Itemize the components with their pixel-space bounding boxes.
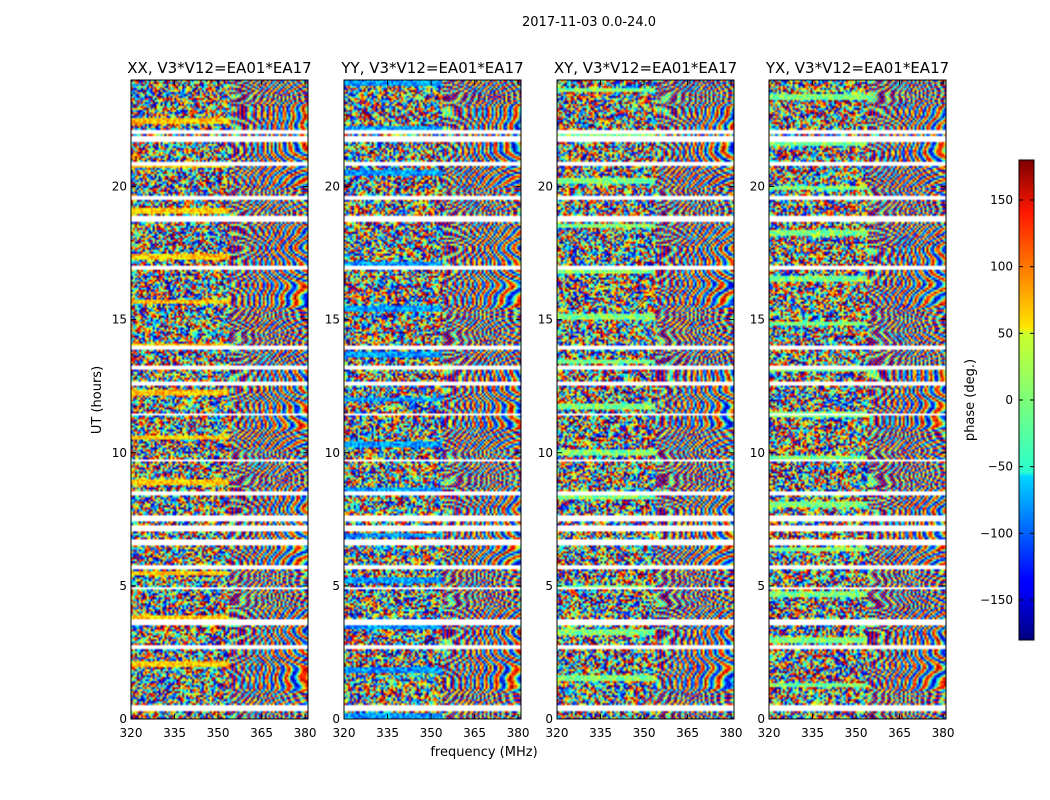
x-tick-label: 365 — [250, 726, 273, 740]
x-tick-label: 335 — [376, 726, 399, 740]
x-tick-label: 350 — [420, 726, 443, 740]
y-tick-label: 15 — [538, 313, 553, 327]
y-tick-label: 5 — [757, 579, 765, 593]
y-tick-label: 10 — [750, 446, 765, 460]
colorbar: −150 −100 −50 0 50 100 150 — [980, 159, 1035, 641]
heatmap-image — [557, 80, 734, 719]
heatmap-image — [769, 80, 946, 719]
colorbar-tick-label: 100 — [990, 260, 1013, 274]
y-tick-label: 20 — [750, 180, 765, 194]
colorbar-tick-label: 150 — [990, 193, 1013, 207]
y-tick-label: 5 — [119, 579, 127, 593]
figure-title: 2017-11-03 0.0-24.0 — [522, 15, 656, 30]
x-tick-label: 380 — [720, 726, 743, 740]
panel-title: XX, V3*V12=EA01*EA17 — [127, 59, 311, 77]
colorbar-tick-label: −150 — [980, 593, 1013, 607]
heatmap-image — [344, 80, 521, 719]
panel-title: XY, V3*V12=EA01*EA17 — [554, 59, 737, 77]
x-tick-label: 335 — [163, 726, 186, 740]
y-tick-label: 5 — [545, 579, 553, 593]
plot-frame — [556, 79, 735, 720]
x-tick-label: 320 — [120, 726, 143, 740]
x-tick-label: 320 — [333, 726, 356, 740]
y-tick-label: 20 — [538, 180, 553, 194]
y-axis-label: UT (hours) — [90, 366, 105, 434]
x-tick-label: 380 — [932, 726, 955, 740]
colorbar-label: phase (deg.) — [963, 359, 978, 441]
x-tick-label: 365 — [676, 726, 699, 740]
y-tick-label: 0 — [757, 712, 765, 726]
x-tick-label: 350 — [207, 726, 230, 740]
heatmap-image — [131, 80, 308, 719]
plot-frame — [343, 79, 522, 720]
y-tick-label: 10 — [112, 446, 127, 460]
x-tick-label: 320 — [758, 726, 781, 740]
x-tick-label: 350 — [845, 726, 868, 740]
y-tick-label: 15 — [750, 313, 765, 327]
panel-xy: XY, V3*V12=EA01*EA17 320 335 350 365 380 0 5 10 1… — [538, 59, 743, 740]
y-tick-label: 20 — [112, 180, 127, 194]
y-tick-label: 0 — [545, 712, 553, 726]
x-tick-label: 350 — [633, 726, 656, 740]
plot-frame — [130, 79, 309, 720]
y-tick-label: 20 — [325, 180, 340, 194]
x-tick-label: 365 — [888, 726, 911, 740]
y-tick-label: 15 — [112, 313, 127, 327]
plot-frame — [768, 79, 947, 720]
panel-title: YX, V3*V12=EA01*EA17 — [765, 59, 949, 77]
panel-xx: XX, V3*V12=EA01*EA17 320 335 350 365 380 0 5 10 1… — [112, 59, 317, 740]
y-tick-label: 5 — [332, 579, 340, 593]
panel-title: YY, V3*V12=EA01*EA17 — [340, 59, 523, 77]
y-tick-label: 0 — [332, 712, 340, 726]
y-tick-label: 15 — [325, 313, 340, 327]
x-tick-label: 365 — [463, 726, 486, 740]
colorbar-tick-label: 0 — [1005, 393, 1013, 407]
x-tick-label: 335 — [801, 726, 824, 740]
x-tick-label: 380 — [294, 726, 317, 740]
y-tick-label: 10 — [325, 446, 340, 460]
panel-yy: YY, V3*V12=EA01*EA17 320 335 350 365 380 0 5 10 1… — [325, 59, 530, 740]
x-axis-label: frequency (MHz) — [430, 745, 537, 760]
colorbar-tick-label: 50 — [998, 326, 1013, 340]
x-tick-label: 380 — [507, 726, 530, 740]
y-tick-label: 0 — [119, 712, 127, 726]
y-tick-label: 10 — [538, 446, 553, 460]
panel-yx: YX, V3*V12=EA01*EA17 320 335 350 365 380 0 5 10 1… — [750, 59, 955, 740]
colorbar-tick-label: −100 — [980, 526, 1013, 540]
x-tick-label: 320 — [546, 726, 569, 740]
x-tick-label: 335 — [589, 726, 612, 740]
colorbar-tick-label: −50 — [988, 460, 1013, 474]
